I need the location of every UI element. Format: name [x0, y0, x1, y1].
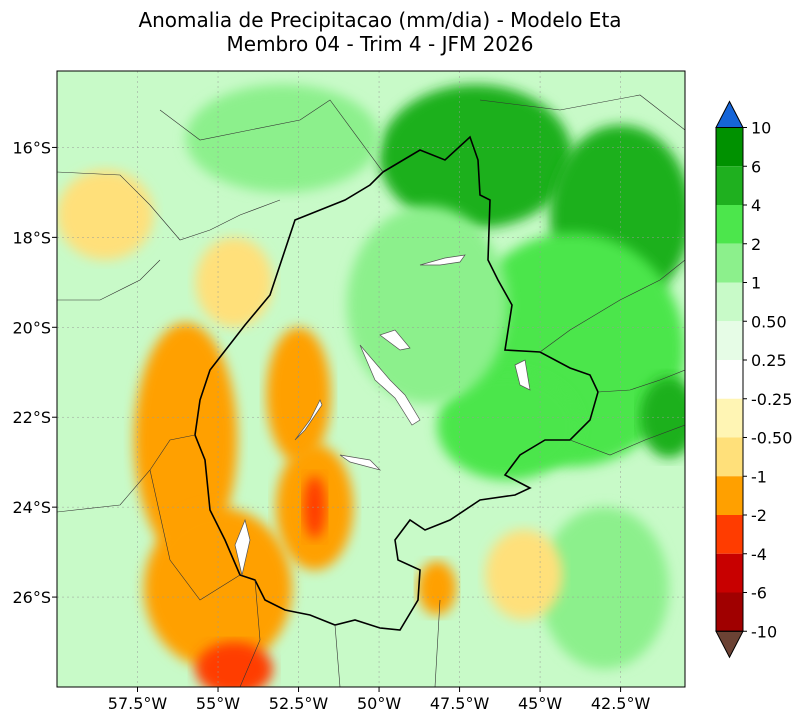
chart-title-line-1: Anomalia de Precipitacao (mm/dia) - Mode… — [138, 8, 622, 32]
colorbar-band-4 — [716, 282, 743, 322]
colorbar-label: -10 — [751, 622, 777, 641]
colorbar-band-2 — [716, 205, 743, 244]
x-tick-label: 52.5°W — [269, 694, 329, 713]
colorbar-label: -0.50 — [751, 429, 792, 448]
colorbar-label: -0.25 — [751, 390, 792, 409]
plot-area — [57, 71, 685, 687]
reservoirs — [234, 254, 531, 576]
x-tick-label: 42.5°W — [591, 694, 651, 713]
anomaly-blob-17 — [485, 529, 563, 620]
colorbar-band-1 — [716, 166, 743, 205]
y-axis: 16°S 18°S 20°S 22°S 24°S 26°S — [12, 138, 57, 607]
anomaly-blob-16 — [417, 561, 457, 616]
region-boundary — [57, 94, 685, 687]
anomaly-blob-13 — [57, 169, 154, 260]
anomaly-blob-7 — [540, 507, 669, 670]
anomaly-blob-9 — [266, 327, 331, 463]
x-axis: 57.5°W 55°W 52.5°W 50°W 47.5°W 45°W 42.5°W — [108, 687, 651, 713]
anomaly-blob-8 — [134, 322, 238, 557]
anomaly-blob-6 — [346, 205, 508, 404]
y-tick-label: 26°S — [12, 588, 51, 607]
y-tick-label: 20°S — [12, 318, 51, 337]
x-tick-label: 50°W — [357, 694, 401, 713]
colorbar-label: 10 — [751, 119, 771, 138]
colorbar-band-0 — [716, 127, 743, 167]
colorbar-band-6 — [716, 360, 743, 399]
anomaly-blob-12 — [195, 237, 273, 328]
y-tick-label: 16°S — [12, 138, 51, 157]
state-lines — [57, 94, 685, 687]
y-tick-label: 22°S — [12, 408, 51, 427]
anomaly-blob-5 — [185, 84, 380, 193]
colorbar-under-triangle — [715, 630, 744, 659]
x-tick-label: 57.5°W — [108, 694, 168, 713]
anomaly-blob-14 — [303, 475, 326, 539]
anomaly-blob-0 — [379, 84, 573, 229]
y-tick-label: 18°S — [12, 228, 51, 247]
x-tick-label: 45°W — [518, 694, 562, 713]
colorbar-band-3 — [716, 243, 743, 283]
anomaly-blob-11 — [143, 507, 293, 670]
colorbar-band-12 — [716, 592, 743, 632]
colorbar-label: 2 — [751, 235, 761, 254]
colorbar-band-9 — [716, 476, 743, 515]
colorbar-over-triangle — [715, 100, 744, 128]
colorbar-label: 0.25 — [751, 351, 787, 370]
x-tick-label: 55°W — [196, 694, 240, 713]
colorbar-label: -6 — [751, 584, 767, 603]
colorbar-label: 4 — [751, 196, 761, 215]
chart-title-line-2: Membro 04 - Trim 4 - JFM 2026 — [226, 32, 534, 56]
colorbar-frame — [715, 127, 744, 632]
colorbar-band-11 — [716, 553, 743, 593]
plot-frame — [56, 70, 686, 688]
colorbar-band-8 — [716, 437, 743, 477]
y-tick-label: 24°S — [12, 498, 51, 517]
colorbar-label: 1 — [751, 274, 761, 293]
colorbar-band-10 — [716, 515, 743, 554]
colorbar-label: -4 — [751, 545, 767, 564]
anomaly-blob-3 — [437, 372, 579, 481]
colorbar: 10 6 4 2 1 0.50 0.25 -0.25 -0.50 -1 -2 -4 -6 -10 — [715, 100, 792, 659]
basin-outline — [194, 135, 599, 631]
x-tick-label: 47.5°W — [430, 694, 490, 713]
colorbar-label: -2 — [751, 506, 767, 525]
colorbar-label: -1 — [751, 467, 767, 486]
anomaly-blob-15 — [195, 642, 273, 687]
colorbar-band-7 — [716, 398, 743, 438]
colorbar-label: 0.50 — [751, 312, 787, 331]
colorbar-label: 6 — [751, 157, 761, 176]
colorbar-band-5 — [716, 321, 743, 360]
